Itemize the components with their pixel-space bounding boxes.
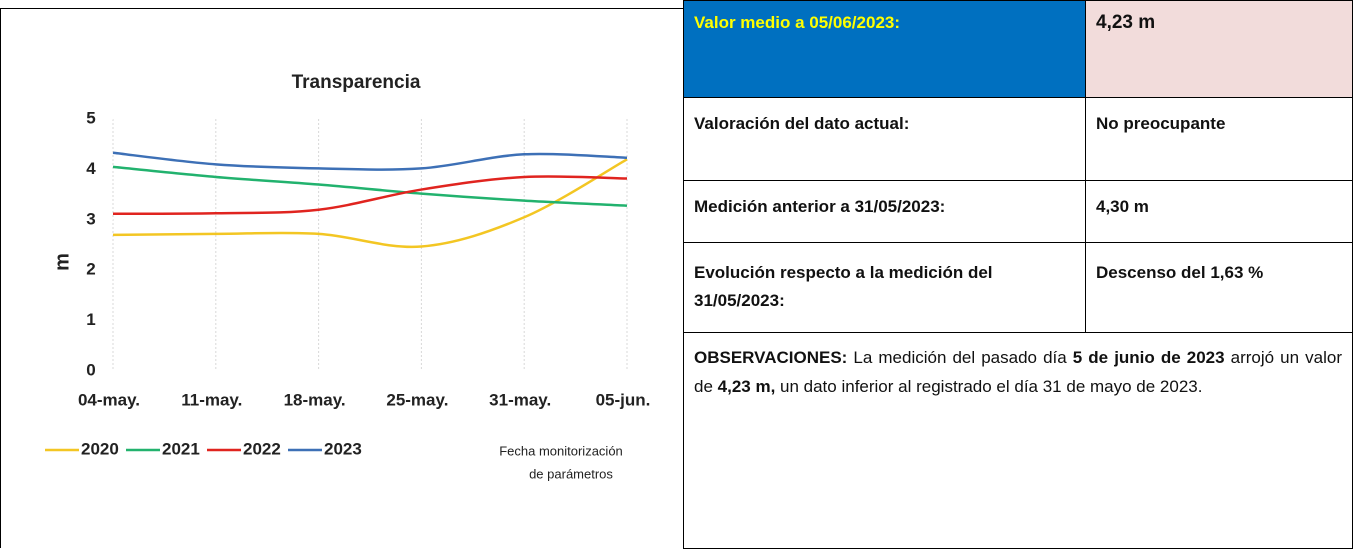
series-line [112, 151, 628, 171]
series-line [112, 158, 628, 249]
y-tick-label: 5 [86, 108, 95, 127]
x-tick-label: 05-jun. [596, 390, 651, 409]
observations: OBSERVACIONES: La medición del pasado dí… [683, 332, 1353, 549]
value-cell: 4,30 m [1085, 180, 1353, 243]
series-line [112, 165, 628, 207]
observation-text: 5 de junio de 2023 [1072, 348, 1225, 367]
label-cell: Medición anterior a 31/05/2023: [683, 180, 1086, 243]
y-tick-label: 1 [86, 310, 95, 329]
y-tick-label: 4 [86, 159, 96, 178]
legend-label: 2021 [162, 439, 200, 458]
y-tick-label: 0 [86, 360, 95, 379]
x-axis-label: Fecha monitorización [499, 443, 623, 458]
x-tick-label: 25-may. [386, 390, 448, 409]
label-cell: Valoración del dato actual: [683, 97, 1086, 181]
value-cell: 4,23 m [1085, 0, 1353, 98]
y-axis-label: m [51, 253, 73, 271]
observation-text: un dato inferior al registrado el día 31… [775, 377, 1203, 396]
label-cell: Valor medio a 05/06/2023: [683, 0, 1086, 98]
observation-text: OBSERVACIONES: [694, 348, 848, 367]
chart-title: Transparencia [292, 72, 421, 93]
x-tick-label: 11-may. [181, 390, 242, 409]
x-tick-label: 31-may. [489, 390, 551, 409]
x-tick-label: 18-may. [284, 390, 346, 409]
label-cell: Evolución respecto a la medición del 31/… [683, 242, 1086, 333]
y-tick-label: 2 [86, 260, 95, 279]
observation-text: arrojó un valor de [694, 348, 1342, 396]
y-tick-label: 3 [86, 209, 95, 228]
legend-label: 2020 [81, 439, 119, 458]
value-cell: No preocupante [1085, 97, 1353, 181]
chart: Transparencia m Fecha monitorización de … [45, 72, 651, 481]
x-axis-label: de parámetros [529, 466, 613, 481]
observation-text: 4,23 m, [717, 377, 776, 396]
value-cell: Descenso del 1,63 % [1085, 242, 1353, 333]
legend-label: 2023 [324, 439, 362, 458]
legend-label: 2022 [243, 439, 281, 458]
observation-text: La medición del pasado día [847, 348, 1073, 367]
series-line [112, 175, 628, 216]
x-tick-label: 04-may. [78, 390, 140, 409]
chart-cell: Transparencia m Fecha monitorización de … [0, 8, 683, 548]
